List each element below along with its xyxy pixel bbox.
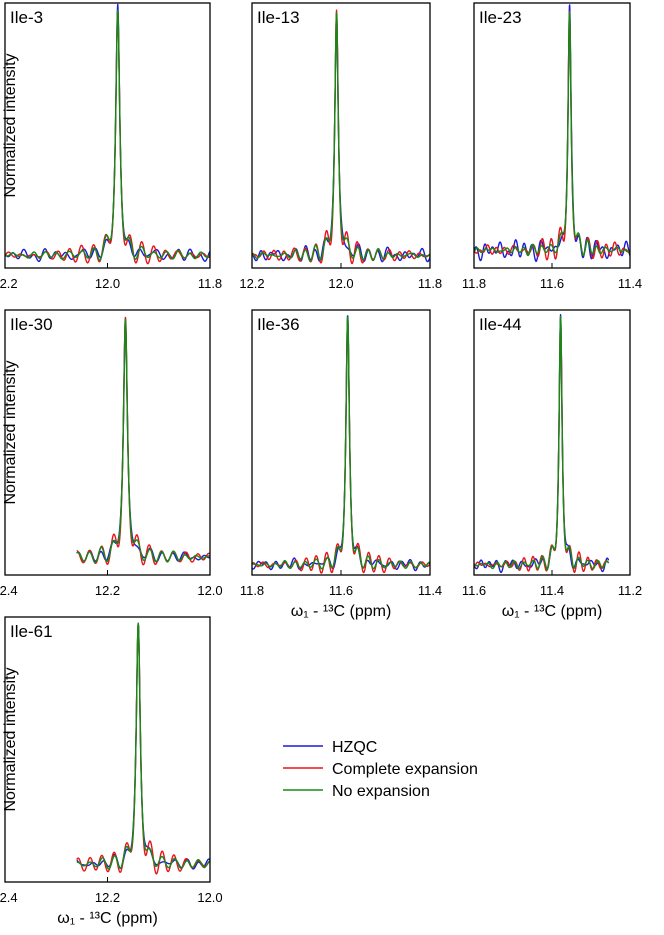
x-tick-label: 11.6 — [540, 276, 564, 291]
x-tick-label: 11.6 — [329, 583, 353, 598]
panel-title: Ile-23 — [479, 8, 522, 27]
panel-title: Ile-61 — [10, 622, 53, 641]
legend-label-no-expansion: No expansion — [332, 783, 430, 800]
series-complete-expansion — [474, 317, 610, 574]
x-tick-label: 11.8 — [462, 276, 486, 291]
series-no-expansion — [474, 315, 610, 571]
x-axis-label: ω₁ - ¹³C (ppm) — [57, 910, 158, 927]
panel-ile-61: Ile-61 12.4 12.2 12.0 ω₁ - ¹³C (ppm) Normaliz… — [0, 616, 223, 927]
x-tick-label: 12.0 — [197, 583, 222, 598]
panel-ile-3: Ile-3 12.2 12.0 11.8 Normalized intensity — [0, 2, 222, 291]
series-complete-expansion — [474, 10, 630, 261]
series-hzqc — [474, 314, 610, 574]
plot-frame — [251, 309, 431, 576]
panel-ile-13: Ile-13 12.2 12.0 11.8 — [239, 2, 442, 291]
panel-title: Ile-30 — [10, 315, 53, 334]
plot-frame — [473, 309, 631, 576]
legend-label-complete-expansion: Complete expansion — [332, 761, 478, 778]
y-axis-label: Normalized intensity — [2, 53, 19, 197]
panel-title: Ile-44 — [479, 315, 522, 334]
series-complete-expansion — [76, 316, 210, 566]
x-tick-label: 12.0 — [197, 890, 222, 905]
x-tick-label: 12.2 — [239, 276, 264, 291]
x-tick-label: 11.8 — [240, 583, 264, 598]
x-axis-label: ω₁ - ¹³C (ppm) — [291, 603, 392, 620]
plot-frame — [473, 2, 631, 269]
x-tick-label: 11.8 — [418, 276, 442, 291]
panel-title: Ile-3 — [10, 8, 43, 27]
x-tick-label: 12.0 — [328, 276, 353, 291]
panel-ile-36: Ile-36 11.8 11.6 11.4 ω₁ - ¹³C (ppm) — [240, 309, 442, 620]
series-no-expansion — [474, 11, 630, 257]
x-tick-label: 11.4 — [618, 276, 642, 291]
series-hzqc — [76, 319, 210, 563]
series-no-expansion — [76, 622, 210, 870]
x-tick-label: 12.2 — [95, 583, 120, 598]
plot-frame — [4, 2, 211, 269]
series-hzqc — [5, 3, 210, 263]
series-no-expansion — [252, 316, 430, 570]
series-no-expansion — [5, 9, 210, 261]
panel-title: Ile-13 — [257, 8, 300, 27]
series-hzqc — [252, 315, 430, 572]
x-tick-label: 11.4 — [418, 583, 442, 598]
x-axis-label: ω₁ - ¹³C (ppm) — [502, 603, 603, 620]
x-tick-label: 11.2 — [618, 583, 642, 598]
panel-title: Ile-36 — [257, 315, 300, 334]
series-no-expansion — [252, 12, 430, 262]
y-axis-label: Normalized intensity — [2, 667, 19, 811]
panel-ile-30: Ile-30 12.4 12.2 12.0 Normalized intensity — [0, 309, 223, 598]
x-tick-label: 11.4 — [540, 583, 564, 598]
series-no-expansion — [76, 318, 210, 564]
y-axis-label: Normalized intensity — [2, 360, 19, 504]
x-tick-label: 12.4 — [0, 583, 18, 598]
legend: HZQC Complete expansion No expansion — [283, 739, 478, 800]
series-hzqc — [474, 4, 630, 263]
panel-ile-44: Ile-44 11.6 11.4 11.2 ω₁ - ¹³C (ppm) — [462, 309, 642, 620]
x-tick-label: 12.4 — [0, 890, 18, 905]
plot-frame — [4, 616, 211, 883]
x-tick-label: 12.2 — [95, 890, 120, 905]
x-tick-label: 12.2 — [0, 276, 18, 291]
x-tick-label: 11.6 — [462, 583, 486, 598]
x-tick-label: 12.0 — [95, 276, 120, 291]
x-tick-label: 11.8 — [198, 276, 222, 291]
series-complete-expansion — [252, 319, 430, 574]
panel-ile-23: Ile-23 11.8 11.6 11.4 — [462, 2, 642, 291]
plot-frame — [4, 309, 211, 576]
legend-label-hzqc: HZQC — [332, 739, 377, 756]
series-complete-expansion — [5, 9, 210, 265]
